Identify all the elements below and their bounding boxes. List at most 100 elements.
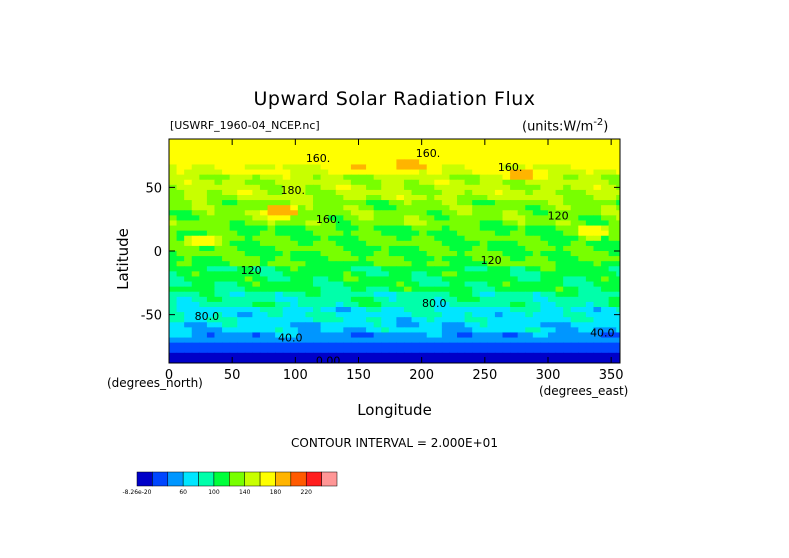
heatmap-cell	[426, 357, 435, 363]
heatmap-cell	[169, 149, 178, 155]
heatmap-cell	[426, 286, 435, 293]
heatmap-cell	[585, 205, 595, 211]
heatmap-cell	[517, 337, 526, 344]
heatmap-cell	[593, 261, 602, 267]
heatmap-cell	[411, 184, 420, 191]
heatmap-cell	[601, 144, 610, 150]
heatmap-cell	[237, 357, 246, 363]
heatmap-cell	[199, 240, 208, 247]
heatmap-cell	[267, 230, 276, 237]
heatmap-cell	[457, 352, 466, 359]
heatmap-cell	[464, 256, 473, 262]
heatmap-cell	[184, 291, 193, 298]
heatmap-cell	[252, 225, 261, 232]
heatmap-cell	[396, 189, 405, 196]
heatmap-cell	[275, 149, 284, 155]
heatmap-cell	[502, 337, 511, 344]
heatmap-cell	[502, 154, 511, 160]
heatmap-cell	[335, 286, 344, 293]
heatmap-cell	[206, 276, 216, 283]
heatmap-cell	[191, 179, 200, 186]
heatmap-cell	[328, 271, 337, 278]
heatmap-cell	[335, 352, 344, 359]
heatmap-cell	[335, 256, 344, 262]
heatmap-cell	[547, 184, 557, 191]
heatmap-cell	[555, 342, 564, 349]
heatmap-cell	[335, 154, 344, 160]
heatmap-cell	[426, 215, 435, 222]
heatmap-cell	[403, 205, 413, 211]
heatmap-cell	[525, 179, 534, 186]
heatmap-cell	[585, 220, 595, 227]
heatmap-cell	[381, 296, 390, 303]
heatmap-cell	[494, 337, 504, 344]
heatmap-cell	[366, 261, 375, 267]
heatmap-cell	[585, 149, 595, 155]
heatmap-cell	[547, 271, 557, 278]
heatmap-cell	[350, 357, 360, 363]
heatmap-cell	[206, 261, 216, 267]
heatmap-cell	[343, 144, 352, 150]
heatmap-cell	[191, 154, 200, 160]
heatmap-cell	[290, 296, 299, 303]
heatmap-cell	[441, 342, 451, 349]
heatmap-cell	[593, 169, 602, 176]
heatmap-cell	[206, 205, 216, 211]
heatmap-cell	[411, 230, 420, 237]
heatmap-cell	[426, 245, 435, 252]
heatmap-cell	[449, 164, 458, 171]
heatmap-cell	[510, 195, 519, 201]
heatmap-cell	[457, 240, 466, 247]
heatmap-cell	[585, 215, 595, 222]
heatmap-cell	[502, 347, 511, 354]
heatmap-cell	[184, 342, 193, 349]
heatmap-cell	[343, 159, 352, 166]
heatmap-cell	[343, 210, 352, 216]
heatmap-cell	[419, 347, 428, 354]
heatmap-cell	[563, 266, 572, 272]
heatmap-cell	[184, 189, 193, 196]
heatmap-cell	[259, 296, 269, 303]
heatmap-cell	[381, 352, 390, 359]
heatmap-cell	[419, 352, 428, 359]
heatmap-cell	[343, 301, 352, 308]
heatmap-cell	[441, 307, 451, 313]
heatmap-cell	[328, 276, 337, 283]
heatmap-cell	[176, 337, 185, 344]
heatmap-cell	[237, 189, 246, 196]
heatmap-cell	[373, 154, 382, 160]
heatmap-cell	[191, 337, 200, 344]
heatmap-cell	[517, 189, 526, 196]
heatmap-cell	[411, 164, 420, 171]
heatmap-cell	[358, 281, 367, 288]
heatmap-cell	[578, 307, 587, 313]
heatmap-cell	[373, 352, 382, 359]
heatmap-cell	[297, 189, 307, 196]
heatmap-cell	[381, 189, 390, 196]
heatmap-cell	[206, 174, 216, 181]
heatmap-cell	[547, 291, 557, 298]
heatmap-cell	[540, 301, 549, 308]
heatmap-cell	[267, 281, 276, 288]
heatmap-cell	[525, 307, 534, 313]
heatmap-cell	[494, 215, 504, 222]
heatmap-cell	[237, 337, 246, 344]
heatmap-cell	[343, 195, 352, 201]
heatmap-cell	[403, 189, 413, 196]
heatmap-cell	[464, 220, 473, 227]
heatmap-cell	[282, 286, 291, 293]
heatmap-cell	[373, 251, 382, 257]
heatmap-cell	[464, 317, 473, 323]
heatmap-cell	[411, 281, 420, 288]
heatmap-cell	[555, 312, 564, 318]
heatmap-cell	[479, 205, 488, 211]
heatmap-cell	[350, 189, 360, 196]
heatmap-cell	[510, 245, 519, 252]
heatmap-cell	[578, 235, 587, 242]
heatmap-cell	[244, 230, 253, 237]
heatmap-cell	[275, 347, 284, 354]
heatmap-cell	[396, 286, 405, 293]
heatmap-cell	[555, 317, 564, 323]
heatmap-cell	[510, 240, 519, 247]
heatmap-cell	[184, 245, 193, 252]
